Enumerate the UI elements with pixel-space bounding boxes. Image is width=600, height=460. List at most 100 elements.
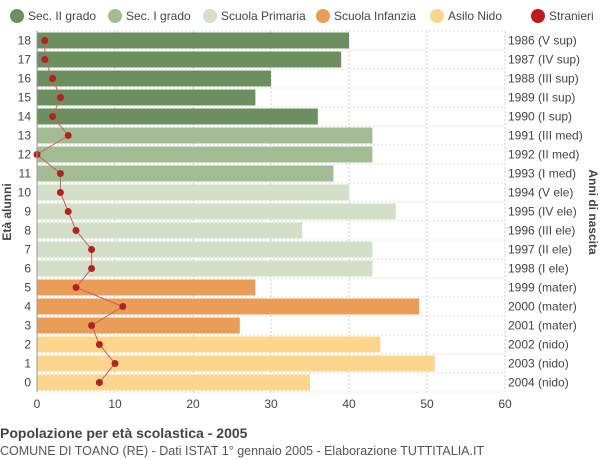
gridlines bbox=[36, 30, 506, 393]
tick-label-birth: 1999 (mater) bbox=[508, 281, 577, 295]
stranieri-point-age-14 bbox=[49, 113, 57, 120]
tick-label-age: 18 bbox=[18, 34, 32, 48]
legend-marker-4 bbox=[430, 9, 444, 23]
legend-marker-5 bbox=[531, 9, 545, 23]
tick-label-x: 60 bbox=[498, 397, 512, 411]
legend-label-5: Stranieri bbox=[549, 9, 594, 23]
tick-label-age: 5 bbox=[24, 281, 31, 295]
legend-marker-3 bbox=[316, 9, 330, 23]
legend-marker-0 bbox=[10, 9, 24, 23]
tick-label-age: 9 bbox=[24, 205, 31, 219]
tick-label-age: 16 bbox=[18, 72, 32, 86]
bar-age-14 bbox=[37, 108, 318, 125]
stranieri-point-age-6 bbox=[88, 265, 96, 272]
legend-label-1: Sec. I grado bbox=[126, 9, 191, 23]
stranieri-point-age-10 bbox=[56, 189, 64, 196]
bar-age-3 bbox=[37, 317, 240, 334]
chart-subtitle: COMUNE DI TOANO (RE) - Dati ISTAT 1° gen… bbox=[0, 444, 485, 458]
bar-age-11 bbox=[37, 165, 334, 182]
stranieri-point-age-1 bbox=[111, 360, 119, 367]
tick-label-birth: 2002 (nido) bbox=[508, 338, 569, 352]
chart: Sec. II grado Sec. I grado Scuola Primaria… bbox=[0, 9, 600, 411]
y-axis-label-right: Anni di nascita bbox=[586, 169, 600, 255]
legend-label-2: Scuola Primaria bbox=[221, 9, 306, 23]
tick-label-age: 4 bbox=[24, 300, 31, 314]
bar-age-13 bbox=[37, 127, 373, 144]
tick-label-age: 6 bbox=[24, 262, 31, 276]
stranieri-series bbox=[33, 37, 127, 386]
stranieri-point-age-0 bbox=[95, 379, 103, 386]
tick-label-age: 14 bbox=[18, 110, 32, 124]
stranieri-point-age-5 bbox=[72, 284, 80, 291]
bar-age-5 bbox=[37, 279, 256, 296]
tick-label-age: 1 bbox=[24, 357, 31, 371]
legend: Sec. II grado Sec. I grado Scuola Primaria… bbox=[10, 9, 594, 23]
tick-label-birth: 1991 (III med) bbox=[508, 129, 583, 143]
bar-age-16 bbox=[37, 70, 271, 87]
bar-age-9 bbox=[37, 203, 396, 220]
bar-age-18 bbox=[37, 32, 349, 49]
stranieri-point-age-4 bbox=[119, 303, 127, 310]
tick-label-age: 0 bbox=[24, 376, 31, 390]
tick-label-birth: 2001 (mater) bbox=[508, 319, 577, 333]
tick-label-x: 40 bbox=[342, 397, 356, 411]
tick-label-birth: 2003 (nido) bbox=[508, 357, 569, 371]
bar-age-15 bbox=[37, 89, 256, 106]
stranieri-point-age-9 bbox=[64, 208, 72, 215]
legend-marker-2 bbox=[203, 9, 217, 23]
stranieri-point-age-8 bbox=[72, 227, 80, 234]
bar-age-6 bbox=[37, 260, 373, 277]
bar-age-0 bbox=[37, 374, 310, 391]
tick-label-birth: 1996 (III ele) bbox=[508, 224, 575, 238]
tick-label-birth: 1987 (IV sup) bbox=[508, 53, 580, 67]
bar-age-7 bbox=[37, 241, 373, 258]
bar-age-1 bbox=[37, 355, 435, 372]
tick-label-birth: 2004 (nido) bbox=[508, 376, 569, 390]
tick-label-age: 8 bbox=[24, 224, 31, 238]
tick-label-birth: 1986 (V sup) bbox=[508, 34, 577, 48]
tick-label-age: 2 bbox=[24, 338, 31, 352]
tick-label-age: 17 bbox=[18, 53, 32, 67]
tick-label-birth: 1990 (I sup) bbox=[508, 110, 572, 124]
stranieri-point-age-17 bbox=[41, 56, 49, 63]
stranieri-point-age-7 bbox=[88, 246, 96, 253]
stranieri-point-age-18 bbox=[41, 37, 49, 44]
tick-label-age: 12 bbox=[18, 148, 32, 162]
bar-age-2 bbox=[37, 336, 381, 353]
tick-label-x: 10 bbox=[108, 397, 122, 411]
stranieri-point-age-3 bbox=[88, 322, 96, 329]
tick-label-birth: 1997 (II ele) bbox=[508, 243, 572, 257]
tick-label-birth: 2000 (mater) bbox=[508, 300, 577, 314]
tick-label-age: 11 bbox=[19, 167, 32, 181]
tick-label-age: 13 bbox=[18, 129, 32, 143]
tick-label-age: 10 bbox=[18, 186, 32, 200]
tick-label-x: 0 bbox=[34, 397, 41, 411]
chart-title: Popolazione per età scolastica - 2005 bbox=[0, 425, 248, 441]
tick-label-birth: 1988 (III sup) bbox=[508, 72, 579, 86]
tick-label-birth: 1992 (II med) bbox=[508, 148, 579, 162]
tick-label-age: 7 bbox=[24, 243, 31, 257]
stranieri-point-age-2 bbox=[95, 341, 103, 348]
bar-age-8 bbox=[37, 222, 303, 239]
tick-label-birth: 1993 (I med) bbox=[508, 167, 576, 181]
tick-label-age: 3 bbox=[24, 319, 31, 333]
legend-marker-1 bbox=[108, 9, 122, 23]
bar-age-4 bbox=[37, 298, 420, 315]
bar-age-10 bbox=[37, 184, 349, 201]
stranieri-point-age-11 bbox=[56, 170, 64, 177]
legend-label-0: Sec. II grado bbox=[28, 9, 96, 23]
tick-label-x: 30 bbox=[264, 397, 278, 411]
bars bbox=[37, 32, 435, 391]
bar-age-12 bbox=[37, 146, 373, 163]
tick-label-x: 20 bbox=[186, 397, 200, 411]
axes: 18 1986 (V sup)17 1987 (IV sup)16 1988 (III… bbox=[18, 31, 583, 411]
stranieri-point-age-13 bbox=[64, 132, 72, 139]
y-axis-label-left: Età alunni bbox=[0, 183, 14, 240]
tick-label-birth: 1994 (V ele) bbox=[508, 186, 573, 200]
tick-label-age: 15 bbox=[18, 91, 32, 105]
stranieri-point-age-16 bbox=[49, 75, 57, 82]
legend-label-4: Asilo Nido bbox=[448, 9, 502, 23]
tick-label-birth: 1995 (IV ele) bbox=[508, 205, 577, 219]
tick-label-birth: 1998 (I ele) bbox=[508, 262, 569, 276]
legend-label-3: Scuola Infanzia bbox=[334, 9, 416, 23]
